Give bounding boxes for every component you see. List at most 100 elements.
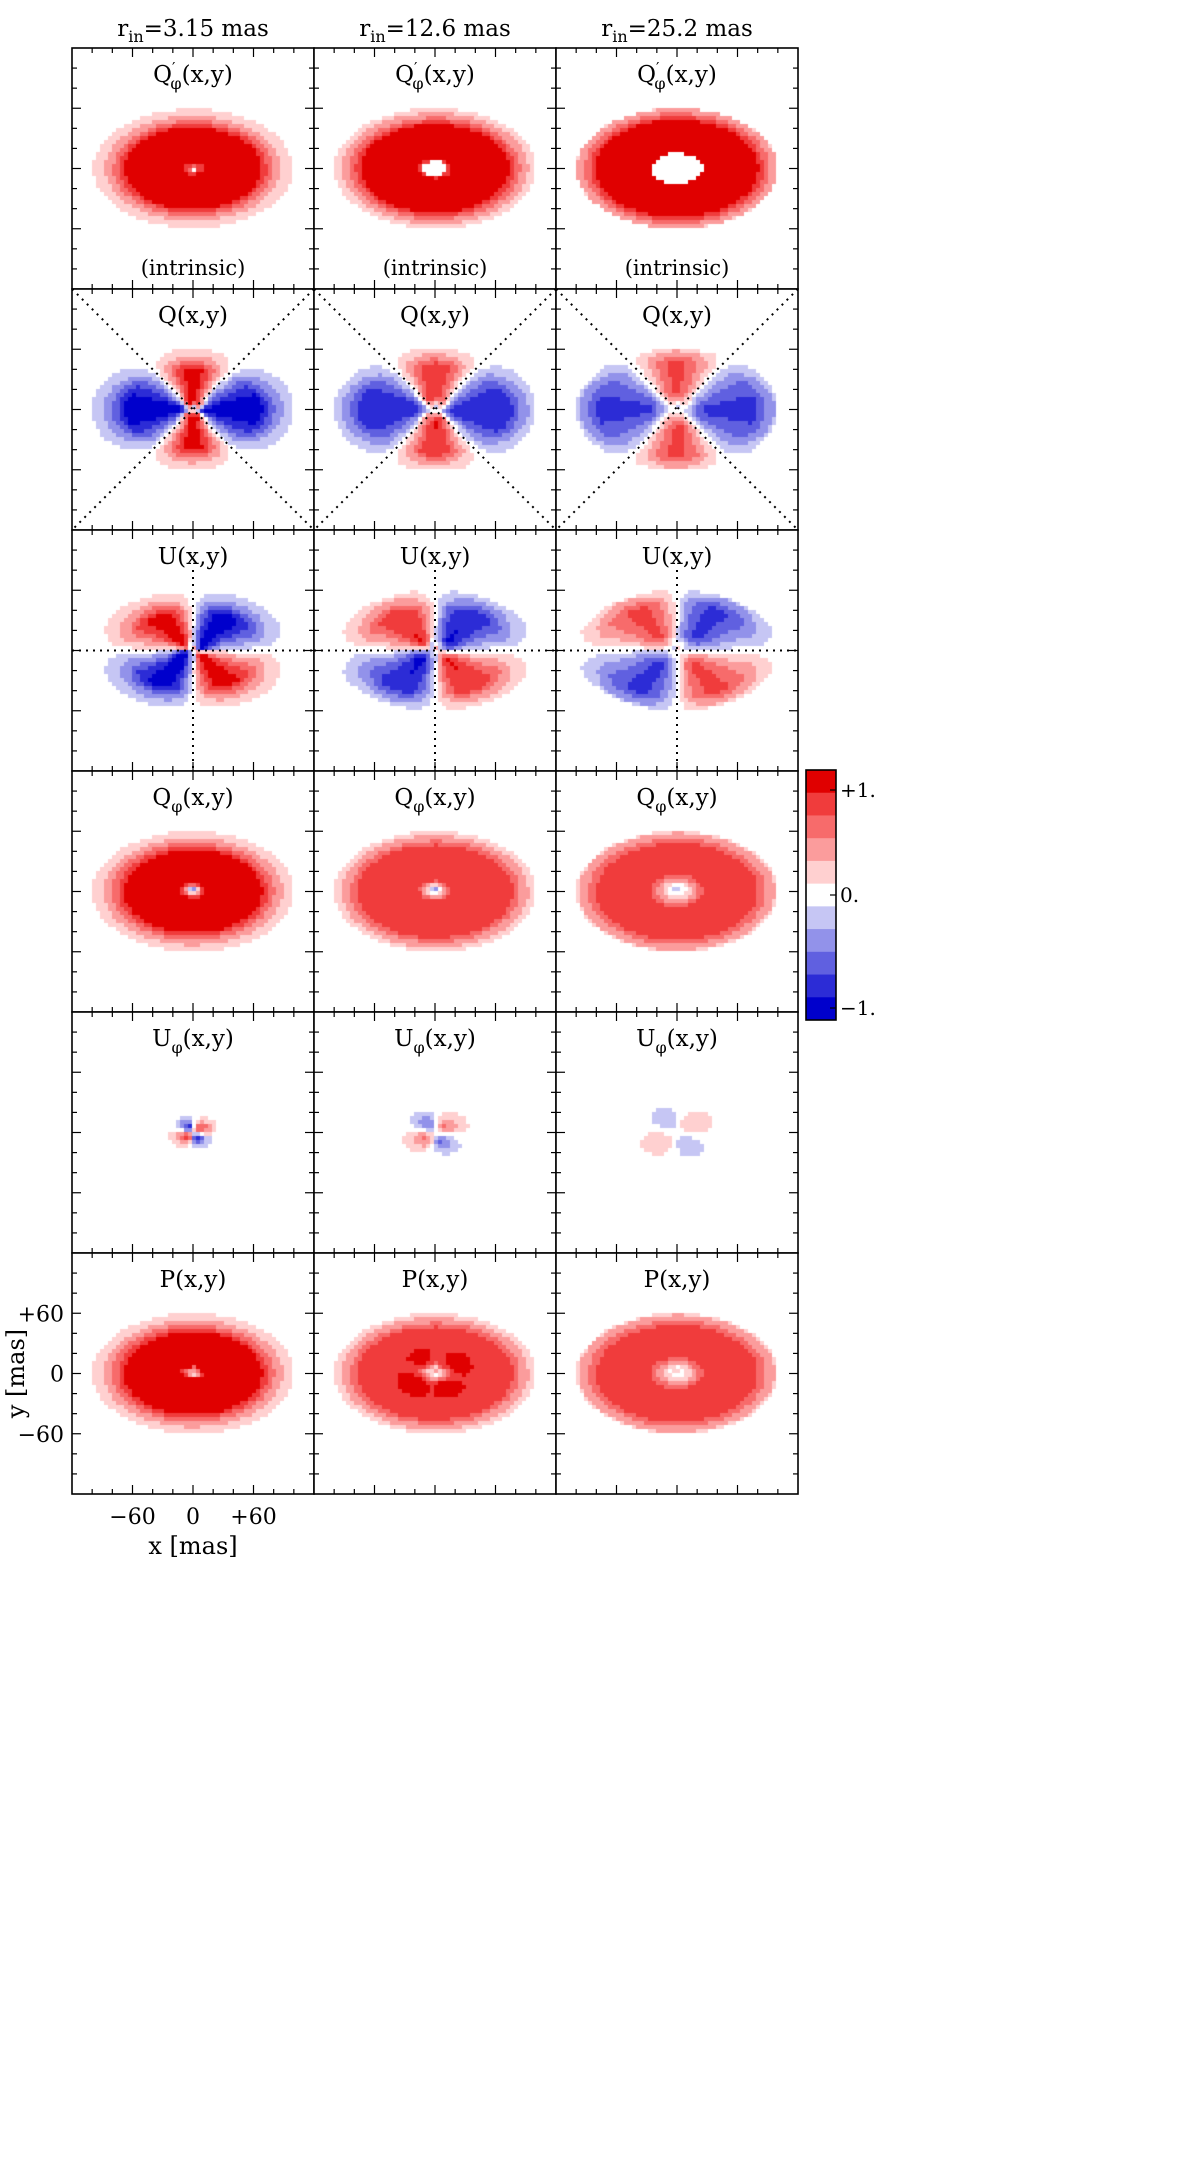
heatmap-image xyxy=(72,48,314,289)
panel-ticks xyxy=(314,1012,556,1253)
colorbar-level xyxy=(806,838,836,862)
panel-ticks xyxy=(72,1253,314,1494)
panel-ticks xyxy=(72,289,314,530)
panel-ticks xyxy=(556,289,798,530)
colorbar-tick-label: 0. xyxy=(840,883,859,907)
column-headers: rin=3.15 mas rin=12.6 mas rin=25.2 mas xyxy=(117,16,753,46)
panel-label: Uφ(x,y) xyxy=(394,1026,476,1057)
x-tick-label: 0 xyxy=(186,1505,200,1530)
panel-qphi_prime-rin-25.2: Q′ φ(x,y) (intrinsic) xyxy=(555,47,799,290)
panel-label: Qφ(x,y) xyxy=(394,785,475,816)
panel-grid: Q′ φ(x,y) (intrinsic) Q′ φ(x,y) (intrinsic) Q′… xyxy=(71,47,799,1495)
panel-ticks xyxy=(556,1012,798,1253)
panel-qphi-rin-3.15: Qφ(x,y) xyxy=(71,770,315,1013)
panel-ticks xyxy=(314,771,556,1012)
axis-guides xyxy=(72,570,314,771)
heatmap-image xyxy=(314,1012,556,1253)
panel-label: P(x,y) xyxy=(160,1267,227,1293)
panel-label: Q′ φ(x,y) xyxy=(637,59,717,93)
heatmap-image xyxy=(556,1253,798,1494)
colorbar-level xyxy=(806,997,836,1021)
heatmap-image xyxy=(72,1253,314,1494)
colorbar-level xyxy=(806,815,836,839)
panel-uphi-rin-25.2: Uφ(x,y) xyxy=(555,1011,799,1254)
x-tick-label: +60 xyxy=(230,1505,276,1530)
column-header-3: rin=25.2 mas xyxy=(601,16,753,46)
panel-ticks xyxy=(72,48,314,289)
panel-label: P(x,y) xyxy=(402,1267,469,1293)
panel-uphi-rin-12.6: Uφ(x,y) xyxy=(313,1011,557,1254)
heatmap-image xyxy=(556,1012,798,1253)
panel-p-rin-12.6: P(x,y) xyxy=(313,1252,557,1495)
panel-u-rin-25.2: U(x,y) xyxy=(555,529,799,772)
x-axis-title: x [mas] xyxy=(148,1532,237,1560)
heatmap-image xyxy=(314,771,556,1012)
heatmap-image xyxy=(314,1253,556,1494)
panel-label: Uφ(x,y) xyxy=(636,1026,718,1057)
axis-guides xyxy=(314,570,556,771)
axis-labels: −60 0 +60+600−60x [mas]y [mas] xyxy=(2,1302,277,1560)
panel-ticks xyxy=(314,48,556,289)
panel-label: Q′ φ(x,y) xyxy=(153,59,233,93)
panel-ticks xyxy=(72,771,314,1012)
y-tick-label: 0 xyxy=(50,1363,64,1388)
panel-label: P(x,y) xyxy=(644,1267,711,1293)
panel-caption: (intrinsic) xyxy=(383,256,488,280)
panel-ticks xyxy=(556,1253,798,1494)
colorbar-tick-label: +1. xyxy=(840,778,876,802)
panel-label: U(x,y) xyxy=(158,544,229,570)
diagonal-guides xyxy=(556,289,798,530)
panel-label: Q′ φ(x,y) xyxy=(395,59,475,93)
panel-label: U(x,y) xyxy=(400,544,471,570)
column-header-2: rin=12.6 mas xyxy=(359,16,511,46)
panel-u-rin-12.6: U(x,y) xyxy=(313,529,557,772)
panel-label: Qφ(x,y) xyxy=(636,785,717,816)
panel-label: Q(x,y) xyxy=(158,303,228,329)
colorbar-level xyxy=(806,770,836,794)
panel-ticks xyxy=(314,530,556,771)
heatmap-image xyxy=(314,48,556,289)
colorbar: +1. 0. −1. xyxy=(805,769,876,1021)
panel-qphi-rin-25.2: Qφ(x,y) xyxy=(555,770,799,1013)
diagonal-guides xyxy=(314,289,556,530)
y-tick-label: −60 xyxy=(18,1423,64,1448)
colorbar-level xyxy=(806,951,836,976)
panel-label: Qφ(x,y) xyxy=(152,785,233,816)
panel-qphi_prime-rin-12.6: Q′ φ(x,y) (intrinsic) xyxy=(313,47,557,290)
heatmap-image xyxy=(72,771,314,1012)
panel-caption: (intrinsic) xyxy=(141,256,246,280)
panel-u-rin-3.15: U(x,y) xyxy=(71,529,315,772)
heatmap-image xyxy=(72,1012,314,1253)
colorbar-level xyxy=(806,929,836,953)
panel-label: Uφ(x,y) xyxy=(152,1026,234,1057)
panel-qphi_prime-rin-3.15: Q′ φ(x,y) (intrinsic) xyxy=(71,47,315,290)
panel-ticks xyxy=(556,48,798,289)
heatmap-image xyxy=(556,48,798,289)
colorbar-level xyxy=(806,906,836,930)
panel-label: U(x,y) xyxy=(642,544,713,570)
axis-guides xyxy=(556,570,798,771)
panel-label: Q(x,y) xyxy=(400,303,470,329)
panel-ticks xyxy=(72,530,314,771)
heatmap-image xyxy=(556,771,798,1012)
panel-qphi-rin-12.6: Qφ(x,y) xyxy=(313,770,557,1013)
panel-ticks xyxy=(314,1253,556,1494)
panel-p-rin-25.2: P(x,y) xyxy=(555,1252,799,1495)
panel-ticks xyxy=(556,530,798,771)
colorbar-level xyxy=(806,792,836,816)
panel-uphi-rin-3.15: Uφ(x,y) xyxy=(71,1011,315,1254)
column-header-1: rin=3.15 mas xyxy=(117,16,269,46)
colorbar-level xyxy=(806,883,836,907)
panel-q-rin-12.6: Q(x,y) xyxy=(313,288,557,531)
y-axis-title: y [mas] xyxy=(2,1329,30,1419)
panel-ticks xyxy=(72,1012,314,1253)
colorbar-level xyxy=(806,974,836,998)
panel-q-rin-25.2: Q(x,y) xyxy=(555,288,799,531)
panel-ticks xyxy=(556,771,798,1012)
y-tick-label: +60 xyxy=(18,1302,64,1327)
panel-ticks xyxy=(314,289,556,530)
colorbar-level xyxy=(806,860,836,885)
panel-p-rin-3.15: P(x,y) xyxy=(71,1252,315,1495)
panel-q-rin-3.15: Q(x,y) xyxy=(71,288,315,531)
